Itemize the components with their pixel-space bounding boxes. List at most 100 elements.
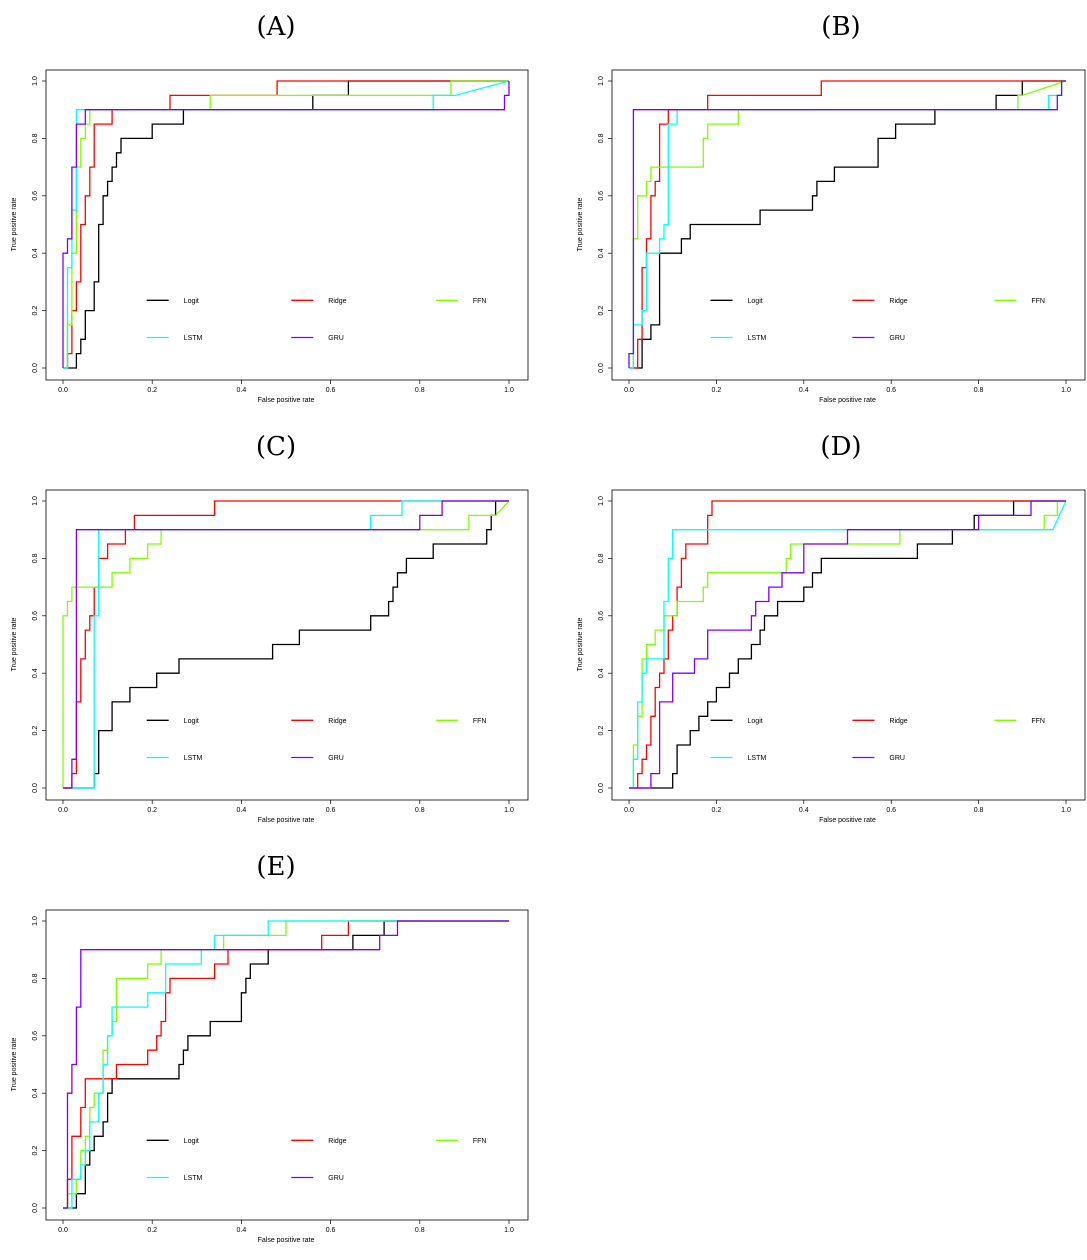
x-axis-label: False positive rate <box>258 397 315 404</box>
y-tick-label: 0.8 <box>32 553 39 563</box>
y-tick-label: 1.0 <box>32 916 39 926</box>
panel-title: (B) <box>821 12 860 42</box>
x-tick-label: 1.0 <box>1061 387 1071 394</box>
legend-label: FFN <box>1031 298 1045 305</box>
y-tick-label: 0.4 <box>32 1088 39 1098</box>
legend-label: LSTM <box>748 335 767 342</box>
y-tick-label: 0.2 <box>598 726 605 736</box>
x-tick-label: 0.0 <box>58 1227 68 1234</box>
x-tick-label: 0.8 <box>415 1227 425 1234</box>
x-tick-label: 0.0 <box>58 387 68 394</box>
y-tick-label: 0.0 <box>32 363 39 373</box>
y-tick-label: 0.8 <box>32 133 39 143</box>
y-tick-label: 0.2 <box>598 306 605 316</box>
roc-curve-ridge <box>629 500 1066 789</box>
y-tick-label: 0.0 <box>32 1203 39 1213</box>
legend-label: GRU <box>328 1175 344 1182</box>
roc-panel: (C) 0.0 0.2 0.4 0.6 0.8 1.0 0.0 0.2 0.4 0.6 0.8 1.0 F… <box>11 432 529 824</box>
x-axis-label: False positive rate <box>258 817 315 824</box>
plot-frame <box>45 69 529 381</box>
legend-label: LSTM <box>184 1175 203 1182</box>
roc-curve-ffn <box>62 500 510 788</box>
y-axis-label: True positive rate <box>11 197 18 251</box>
roc-curve-logit <box>63 920 509 1209</box>
roc-curve-lstm <box>629 80 1066 369</box>
y-tick-label: 0.4 <box>32 668 39 678</box>
x-tick-label: 0.4 <box>237 807 247 814</box>
y-tick-label: 0.0 <box>598 783 605 793</box>
x-axis-label: False positive rate <box>258 1237 315 1244</box>
y-tick-label: 1.0 <box>32 76 39 86</box>
y-tick-label: 0.4 <box>32 248 39 258</box>
x-tick-label: 0.6 <box>886 807 896 814</box>
x-tick-label: 0.0 <box>58 807 68 814</box>
y-tick-label: 0.2 <box>32 726 39 736</box>
x-tick-label: 0.8 <box>415 807 425 814</box>
x-tick-label: 0.4 <box>237 387 247 394</box>
y-axis-label: True positive rate <box>11 1037 18 1091</box>
legend-label: FFN <box>473 1138 487 1145</box>
x-tick-label: 0.0 <box>624 807 634 814</box>
y-tick-label: 0.6 <box>32 1031 39 1041</box>
y-tick-label: 0.6 <box>598 611 605 621</box>
y-axis-label: True positive rate <box>11 617 18 671</box>
y-tick-label: 0.8 <box>32 973 39 983</box>
panel-title: (A) <box>256 12 295 42</box>
legend-label: Logit <box>748 718 763 725</box>
x-tick-label: 0.8 <box>974 807 984 814</box>
x-tick-label: 0.4 <box>237 1227 247 1234</box>
y-tick-label: 0.2 <box>32 306 39 316</box>
x-axis-label: False positive rate <box>819 397 876 404</box>
y-tick-label: 1.0 <box>598 76 605 86</box>
legend-label: Ridge <box>889 718 907 725</box>
plot-frame <box>45 489 529 801</box>
legend-label: FFN <box>473 298 487 305</box>
plot-frame <box>611 489 1086 801</box>
roc-curve-gru <box>629 500 1066 789</box>
roc-curve-lstm <box>629 500 1067 789</box>
roc-curve-logit <box>629 80 1066 369</box>
legend-label: Ridge <box>889 298 907 305</box>
x-tick-label: 0.8 <box>974 387 984 394</box>
roc-curve-gru <box>63 920 509 1209</box>
roc-curve-ffn <box>63 80 509 369</box>
y-axis-label: True positive rate <box>577 617 584 671</box>
roc-curve-ridge <box>63 80 509 369</box>
x-tick-label: 0.2 <box>147 387 157 394</box>
legend-label: LSTM <box>184 335 203 342</box>
x-tick-label: 0.4 <box>799 387 809 394</box>
legend-label: Ridge <box>328 1138 346 1145</box>
legend-label: Ridge <box>328 298 346 305</box>
roc-curve-logit <box>629 500 1066 789</box>
legend-label: Ridge <box>328 718 346 725</box>
y-tick-label: 0.6 <box>32 611 39 621</box>
x-tick-label: 0.6 <box>326 807 336 814</box>
panel-title: (C) <box>256 432 296 462</box>
y-tick-label: 0.4 <box>598 668 605 678</box>
x-tick-label: 0.2 <box>712 807 722 814</box>
legend-label: GRU <box>889 335 905 342</box>
legend-label: FFN <box>1031 718 1045 725</box>
legend-label: FFN <box>473 718 487 725</box>
roc-curve-gru <box>628 80 1066 368</box>
panel-title: (D) <box>820 432 861 462</box>
x-tick-label: 0.2 <box>712 387 722 394</box>
y-tick-label: 1.0 <box>32 496 39 506</box>
x-tick-label: 0.6 <box>886 387 896 394</box>
legend-label: GRU <box>889 755 905 762</box>
legend-label: Logit <box>184 718 199 725</box>
roc-curve-ridge <box>629 80 1066 369</box>
y-tick-label: 0.4 <box>598 248 605 258</box>
y-tick-label: 0.0 <box>32 783 39 793</box>
x-tick-label: 1.0 <box>504 807 514 814</box>
plot-frame <box>45 909 529 1221</box>
y-tick-label: 0.6 <box>598 191 605 201</box>
y-tick-label: 0.0 <box>598 363 605 373</box>
y-tick-label: 0.8 <box>598 133 605 143</box>
y-tick-label: 0.2 <box>32 1146 39 1156</box>
legend-label: GRU <box>328 335 344 342</box>
legend-label: Logit <box>184 298 199 305</box>
roc-curve-gru <box>62 81 510 368</box>
x-tick-label: 0.6 <box>326 1227 336 1234</box>
